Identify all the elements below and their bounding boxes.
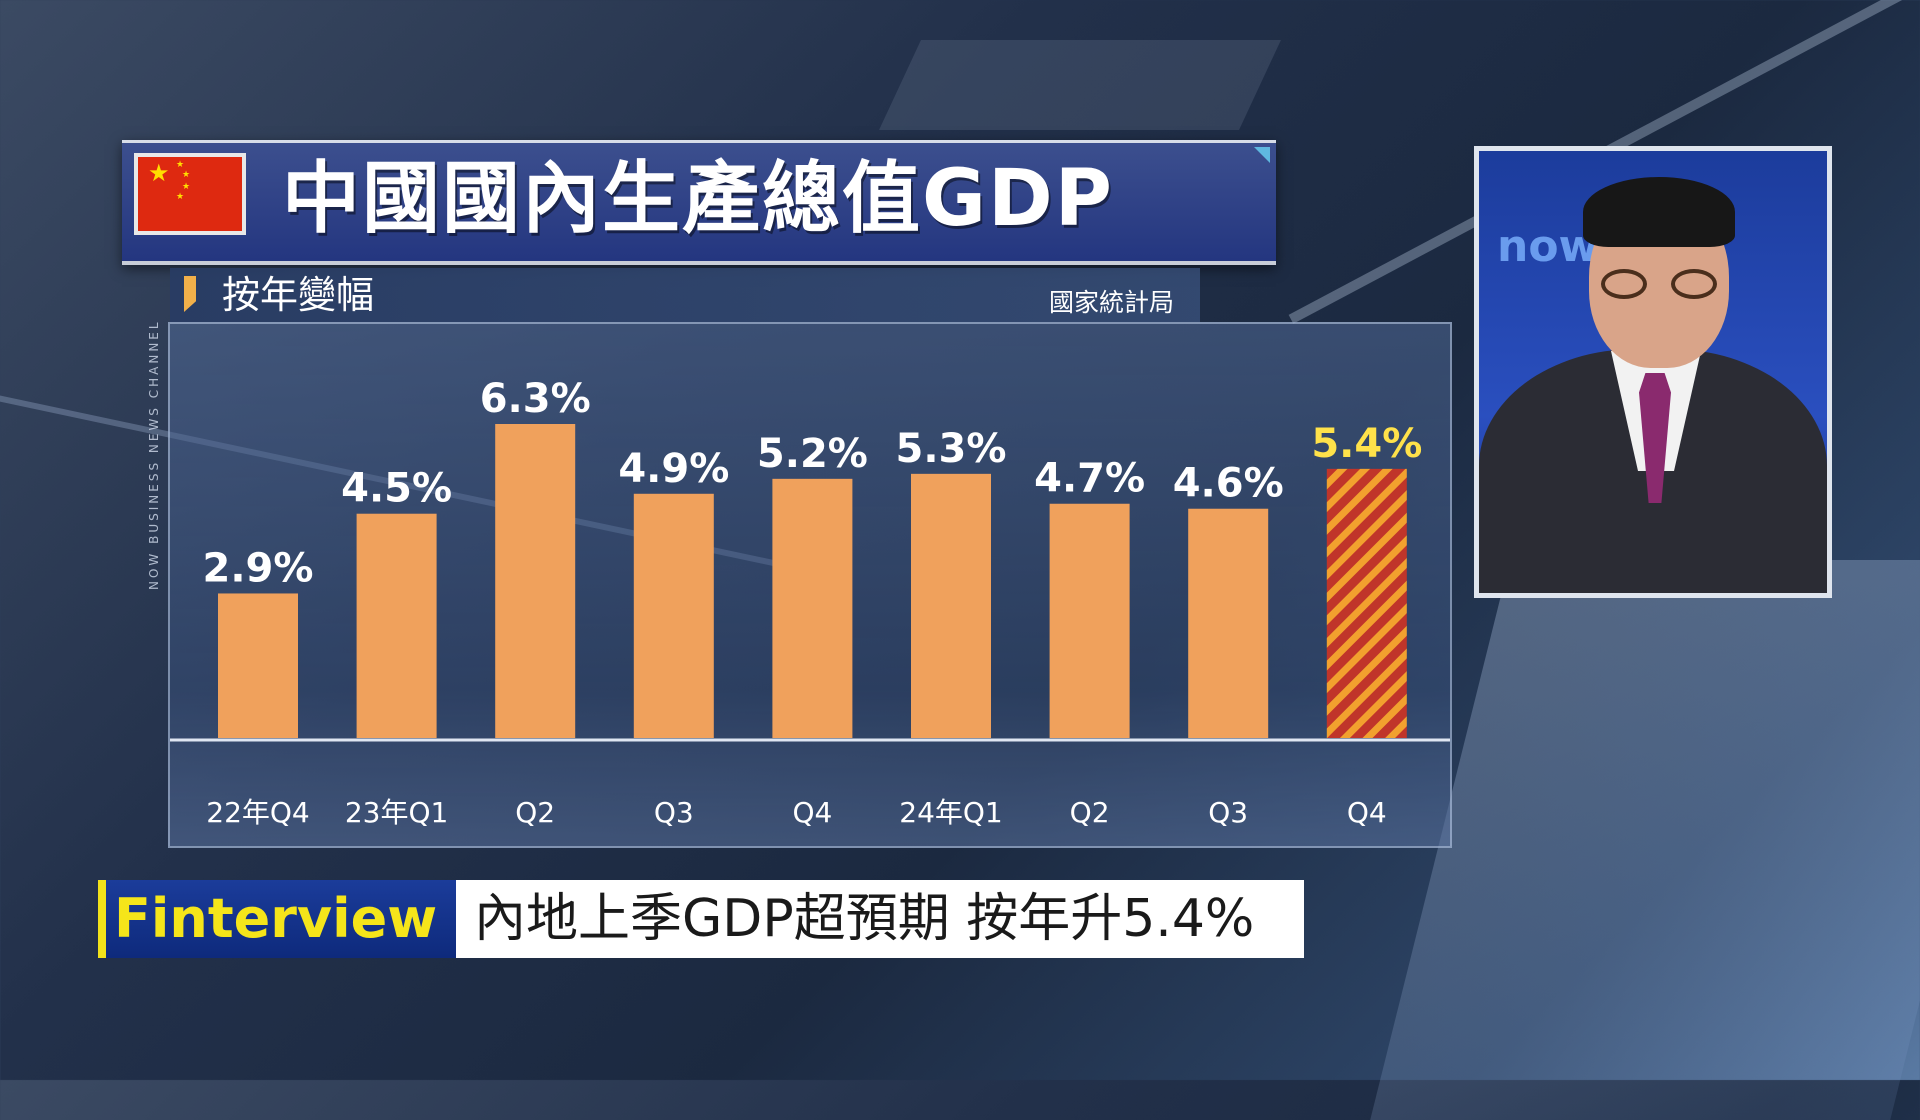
- presenter-video-inset: now: [1474, 146, 1832, 598]
- value-label-4: 5.2%: [757, 431, 868, 477]
- bar-8: [1326, 468, 1407, 738]
- value-label-2: 6.3%: [480, 376, 591, 422]
- value-label-3: 4.9%: [618, 446, 729, 492]
- category-label-2: Q2: [515, 796, 555, 829]
- background-panel: [879, 40, 1281, 130]
- bar-chart: 2.9% 22年Q4 4.5% 23年Q1 6.3% Q2 4.9% Q3 5.2% Q4 5.3%…: [170, 376, 1450, 829]
- lower-third: Finterview 內地上季GDP超預期 按年升5.4%: [98, 880, 1304, 958]
- category-label-5: 24年Q1: [899, 796, 1002, 829]
- category-label-4: Q4: [792, 796, 832, 829]
- category-label-1: 23年Q1: [345, 796, 448, 829]
- bar-7: [1188, 508, 1269, 738]
- marker-icon: [184, 276, 196, 312]
- glasses-icon: [1601, 269, 1717, 299]
- bar-1: [356, 513, 437, 738]
- bar-0: [218, 593, 298, 738]
- bar-3: [633, 493, 714, 738]
- corner-triangle-icon: [1254, 147, 1270, 163]
- category-label-8: Q4: [1347, 796, 1387, 829]
- title-banner: ★ ★ ★ ★ ★ 中國國內生產總值GDP: [122, 140, 1276, 265]
- chart-subtitle: 按年變幅: [222, 273, 375, 317]
- value-label-0: 2.9%: [203, 545, 314, 591]
- category-label-0: 22年Q4: [206, 796, 309, 829]
- channel-text: NOW BUSINESS NEWS CHANNEL: [147, 319, 161, 590]
- value-label-8: 5.4%: [1311, 421, 1422, 467]
- data-source: 國家統計局: [1048, 288, 1174, 317]
- bar-5: [911, 473, 991, 738]
- bar-4: [772, 478, 853, 738]
- chart-panel: 2.9% 22年Q4 4.5% 23年Q1 6.3% Q2 4.9% Q3 5.2% Q4 5.3%…: [168, 322, 1452, 848]
- presenter-hair: [1583, 177, 1735, 247]
- value-label-6: 4.7%: [1034, 456, 1145, 502]
- channel-label: NOW BUSINESS NEWS CHANNEL: [140, 280, 168, 590]
- chart-title: 中國國內生產總值GDP: [282, 154, 1114, 244]
- value-label-1: 4.5%: [341, 466, 452, 512]
- headline-text: 內地上季GDP超預期 按年升5.4%: [456, 880, 1304, 958]
- china-flag-icon: ★ ★ ★ ★ ★: [134, 153, 246, 235]
- background-panel: [1370, 560, 1920, 1120]
- category-label-7: Q3: [1208, 796, 1248, 829]
- program-brand: Finterview: [98, 880, 456, 958]
- subtitle-strip: 按年變幅 國家統計局: [170, 268, 1200, 322]
- channel-logo: now: [1497, 221, 1600, 272]
- category-label-6: Q2: [1070, 796, 1110, 829]
- bar-6: [1049, 503, 1130, 738]
- bar-2: [495, 424, 576, 738]
- value-label-5: 5.3%: [896, 426, 1007, 472]
- category-label-3: Q3: [654, 796, 694, 829]
- value-label-7: 4.6%: [1173, 461, 1284, 507]
